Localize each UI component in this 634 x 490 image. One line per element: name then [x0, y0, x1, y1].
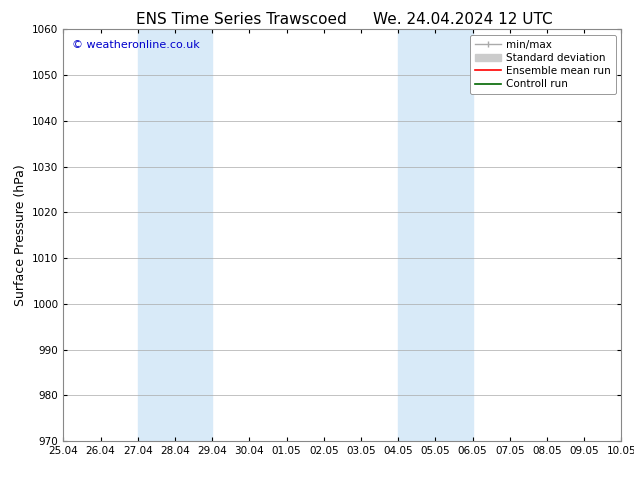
Y-axis label: Surface Pressure (hPa): Surface Pressure (hPa) — [14, 164, 27, 306]
Legend: min/max, Standard deviation, Ensemble mean run, Controll run: min/max, Standard deviation, Ensemble me… — [470, 35, 616, 95]
Text: © weatheronline.co.uk: © weatheronline.co.uk — [72, 40, 200, 49]
Text: We. 24.04.2024 12 UTC: We. 24.04.2024 12 UTC — [373, 12, 553, 27]
Bar — [398, 29, 472, 441]
Text: ENS Time Series Trawscoed: ENS Time Series Trawscoed — [136, 12, 346, 27]
Bar — [138, 29, 212, 441]
